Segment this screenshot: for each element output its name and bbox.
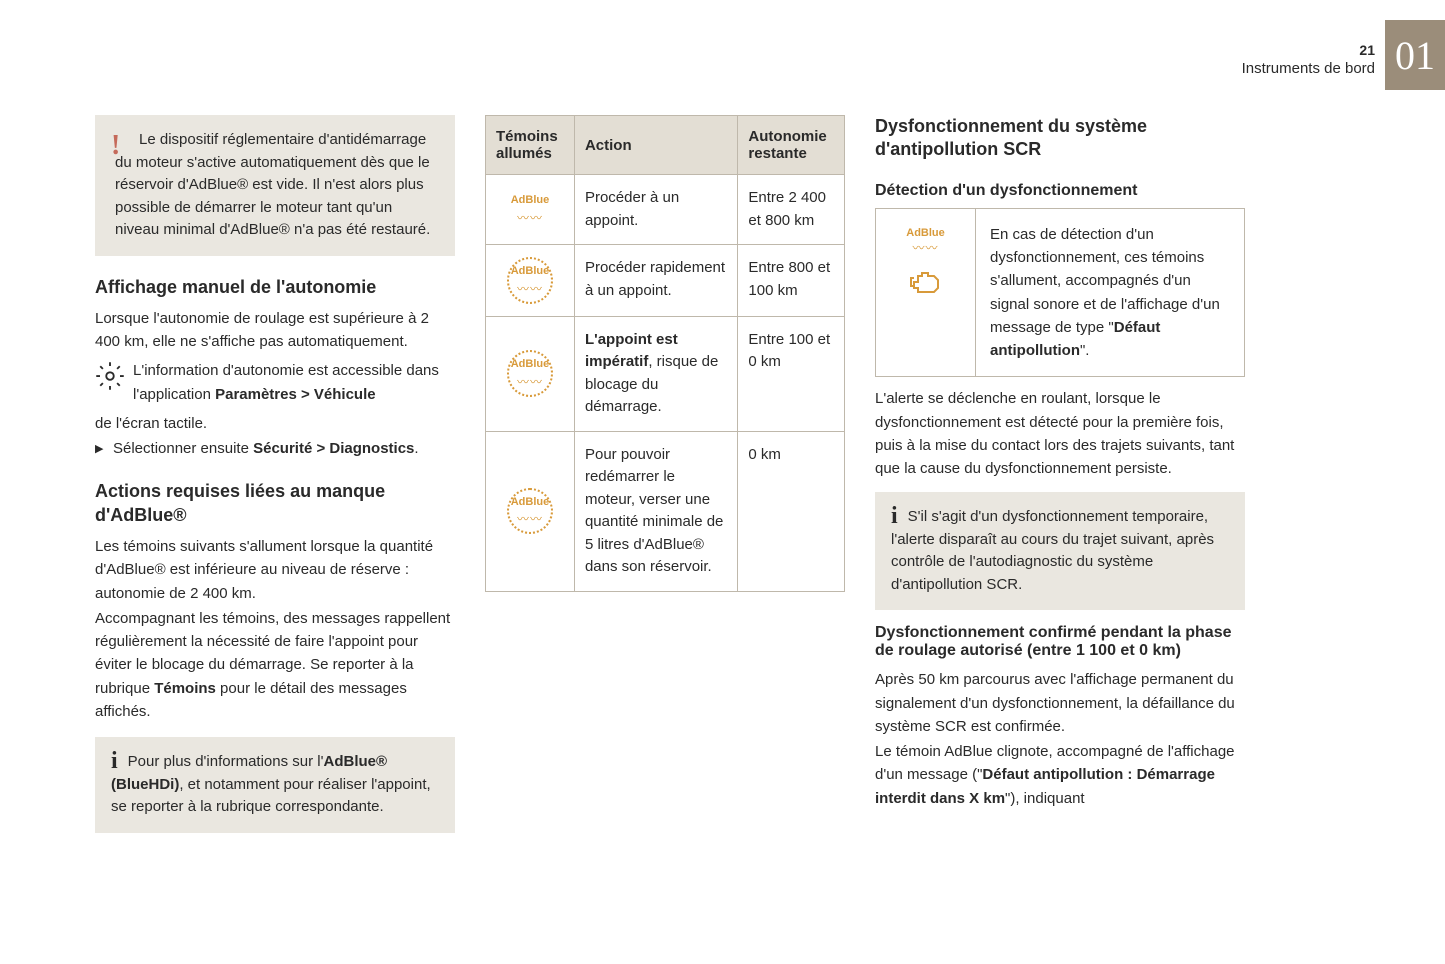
paragraph: Accompagnant les témoins, des messages r…: [95, 607, 455, 723]
chapter-badge: 01: [1385, 20, 1445, 90]
indicator-cell: AdBlue 〰〰: [486, 431, 575, 591]
subheading-detection: Détection d'un dysfonctionnement: [875, 182, 1245, 200]
bullet-item: Sélectionner ensuite Sécurité > Diagnost…: [95, 437, 455, 460]
paragraph: Après 50 km parcourus avec l'affichage p…: [875, 668, 1245, 738]
table-row: AdBlue 〰〰 Procéder à un appoint. Entre 2…: [486, 175, 845, 245]
action-cell: Procéder à un appoint.: [574, 175, 737, 245]
page-header: 21 Instruments de bord 01: [1242, 20, 1445, 90]
engine-icon: [884, 266, 967, 301]
adblue-flash-icon: AdBlue 〰〰: [507, 488, 554, 535]
adblue-table: Témoins allumés Action Autonomie restant…: [485, 115, 845, 592]
action-cell: Pour pouvoir redémarrer le moteur, verse…: [574, 431, 737, 591]
info-text: S'il s'agit d'un dysfonctionnement tempo…: [891, 508, 1214, 593]
subheading-confirmed: Dysfonctionnement confirmé pendant la ph…: [875, 624, 1245, 660]
adblue-icon: AdBlue: [496, 192, 564, 209]
info-box: i Pour plus d'informations sur l'AdBlue®…: [95, 737, 455, 833]
range-cell: Entre 2 400 et 800 km: [738, 175, 845, 245]
warning-text: Le dispositif réglementaire d'antidémarr…: [115, 129, 439, 242]
range-cell: Entre 800 et 100 km: [738, 245, 845, 317]
chapter-title: Instruments de bord: [1242, 60, 1375, 77]
paragraph: Les témoins suivants s'allument lorsque …: [95, 535, 455, 605]
paragraph: Le témoin AdBlue clignote, accompagné de…: [875, 740, 1245, 810]
gear-icon: [95, 361, 125, 396]
table-header: Autonomie restante: [738, 116, 845, 175]
indicator-cell: AdBlue 〰〰: [486, 175, 575, 245]
table-header: Témoins allumés: [486, 116, 575, 175]
info-icon: i: [891, 506, 898, 528]
scr-icons-cell: AdBlue 〰〰: [876, 209, 976, 377]
paragraph: L'alerte se déclenche en roulant, lorsqu…: [875, 387, 1245, 480]
column-center: Témoins allumés Action Autonomie restant…: [485, 115, 845, 833]
paragraph: de l'écran tactile.: [95, 412, 455, 435]
warning-icon: !: [111, 125, 120, 167]
range-cell: Entre 100 et 0 km: [738, 316, 845, 431]
wave-icon: 〰〰: [884, 239, 967, 256]
page-number: 21: [1242, 42, 1375, 58]
heading-actions: Actions requises liées au manque d'AdBlu…: [95, 480, 455, 527]
action-cell: Procéder rapidement à un appoint.: [574, 245, 737, 317]
gear-info-line: L'information d'autonomie est accessible…: [95, 359, 455, 408]
warning-box: ! Le dispositif réglementaire d'antidéma…: [95, 115, 455, 256]
info-icon: i: [111, 751, 118, 773]
scr-detection-box: AdBlue 〰〰 En cas de détection d'un dysfo…: [875, 208, 1245, 378]
table-row: AdBlue 〰〰 Pour pouvoir redémarrer le mot…: [486, 431, 845, 591]
adblue-icon: AdBlue: [884, 227, 967, 239]
wave-icon: 〰〰: [496, 209, 564, 227]
table-header: Action: [574, 116, 737, 175]
table-row: AdBlue 〰〰 Procéder rapidement à un appoi…: [486, 245, 845, 317]
info-text: Pour plus d'informations sur l'AdBlue® (…: [111, 753, 431, 815]
range-cell: 0 km: [738, 431, 845, 591]
column-left: ! Le dispositif réglementaire d'antidéma…: [95, 115, 455, 833]
info-box: i S'il s'agit d'un dysfonctionnement tem…: [875, 492, 1245, 610]
gear-text: L'information d'autonomie est accessible…: [133, 359, 455, 406]
adblue-flash-icon: AdBlue 〰〰: [507, 257, 554, 304]
indicator-cell: AdBlue 〰〰: [486, 245, 575, 317]
action-cell: L'appoint est impératif, risque de bloca…: [574, 316, 737, 431]
table-row: AdBlue 〰〰 L'appoint est impératif, risqu…: [486, 316, 845, 431]
paragraph: Lorsque l'autonomie de roulage est supér…: [95, 307, 455, 354]
heading-manual-range: Affichage manuel de l'autonomie: [95, 276, 455, 299]
indicator-cell: AdBlue 〰〰: [486, 316, 575, 431]
heading-scr: Dysfonctionnement du système d'antipollu…: [875, 115, 1245, 162]
adblue-flash-icon: AdBlue 〰〰: [507, 350, 554, 397]
scr-text-cell: En cas de détection d'un dysfonctionneme…: [976, 209, 1244, 377]
column-right: Dysfonctionnement du système d'antipollu…: [875, 115, 1245, 833]
